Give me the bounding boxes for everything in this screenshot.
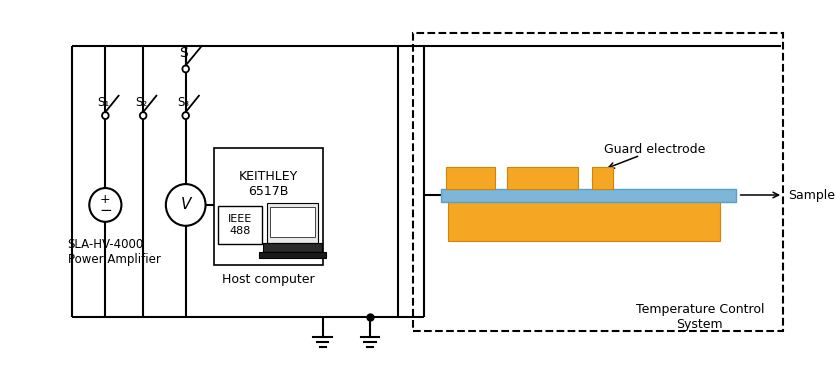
Bar — [263, 243, 321, 251]
Bar — [259, 251, 325, 258]
Circle shape — [140, 112, 146, 119]
Text: S₁: S₁ — [97, 96, 110, 109]
Text: S: S — [179, 46, 188, 60]
Bar — [269, 207, 315, 237]
Circle shape — [89, 188, 121, 222]
Bar — [591, 167, 612, 189]
Bar — [217, 206, 262, 244]
Text: V: V — [181, 197, 191, 212]
Text: KEITHLEY
6517B: KEITHLEY 6517B — [238, 170, 298, 198]
Bar — [448, 201, 719, 241]
Circle shape — [182, 112, 189, 119]
Bar — [445, 167, 494, 189]
Text: S₃: S₃ — [177, 96, 190, 109]
Text: Sample: Sample — [787, 188, 833, 201]
Text: −: − — [99, 203, 111, 219]
Bar — [507, 167, 577, 189]
Text: Temperature Control
System: Temperature Control System — [635, 303, 763, 331]
Bar — [441, 189, 735, 202]
Text: IEEE
488: IEEE 488 — [227, 214, 252, 236]
Text: Host computer: Host computer — [222, 273, 314, 286]
Circle shape — [166, 184, 206, 226]
Bar — [267, 203, 318, 243]
Text: Guard electrode: Guard electrode — [603, 143, 705, 156]
Text: S₂: S₂ — [135, 96, 147, 109]
Circle shape — [102, 112, 109, 119]
Circle shape — [182, 65, 189, 72]
Text: +: + — [100, 194, 110, 206]
Bar — [412, 33, 782, 331]
Text: SLA-HV-4000
Power Amplifier: SLA-HV-4000 Power Amplifier — [68, 238, 161, 265]
Bar — [214, 148, 323, 265]
